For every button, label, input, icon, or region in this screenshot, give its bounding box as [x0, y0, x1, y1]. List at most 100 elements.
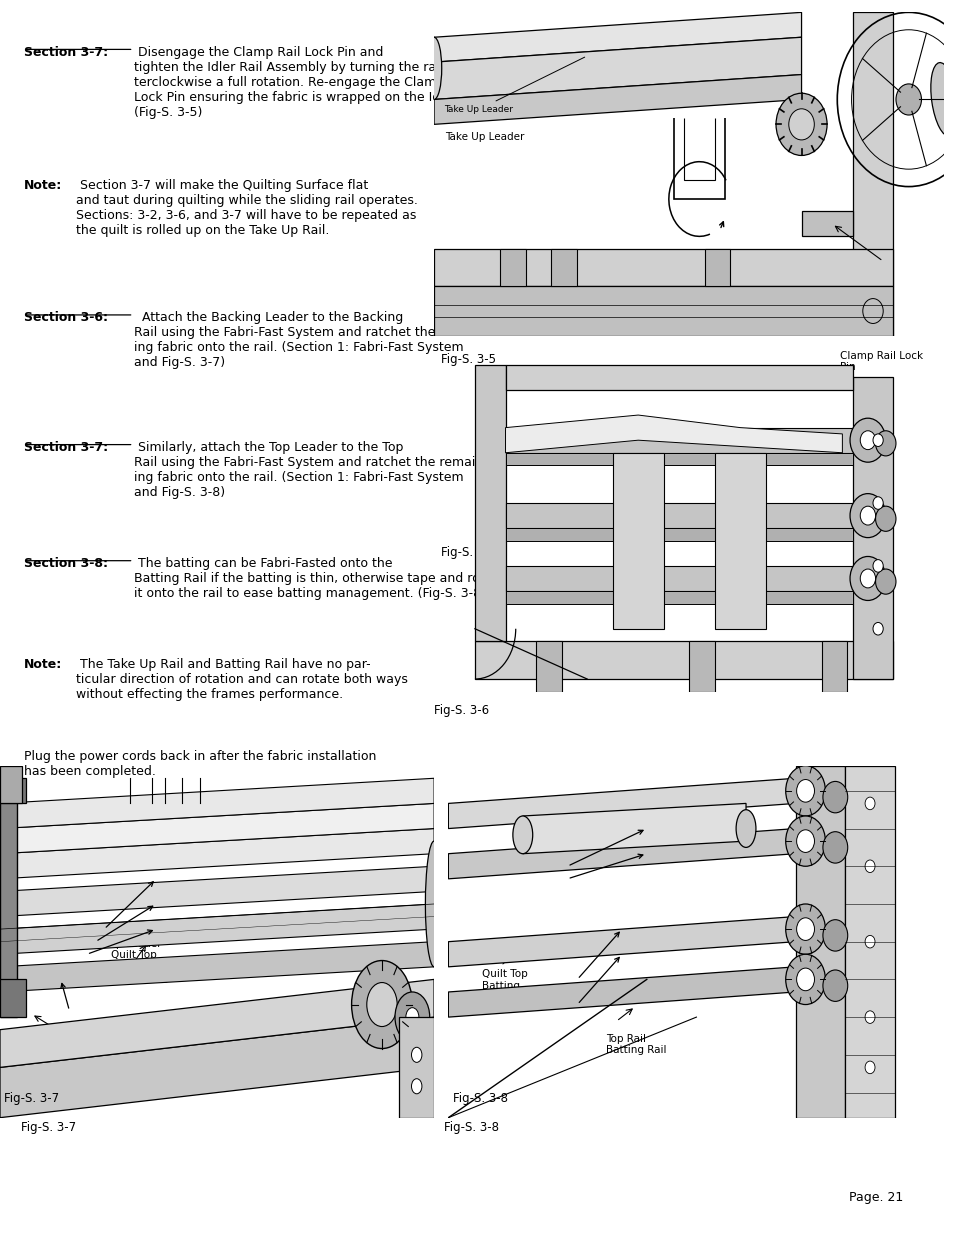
- Circle shape: [796, 830, 814, 852]
- Circle shape: [785, 816, 824, 866]
- Circle shape: [405, 1008, 418, 1026]
- Polygon shape: [448, 916, 795, 967]
- Circle shape: [864, 1010, 874, 1024]
- Circle shape: [864, 1061, 874, 1073]
- Polygon shape: [852, 12, 893, 336]
- Circle shape: [785, 766, 824, 816]
- Circle shape: [788, 109, 814, 140]
- Ellipse shape: [736, 810, 755, 847]
- Ellipse shape: [513, 816, 532, 853]
- Circle shape: [862, 299, 882, 324]
- Polygon shape: [448, 967, 795, 1018]
- Polygon shape: [714, 453, 765, 629]
- Polygon shape: [688, 641, 714, 692]
- Polygon shape: [612, 453, 663, 629]
- Circle shape: [796, 918, 814, 940]
- Polygon shape: [0, 778, 17, 1018]
- Polygon shape: [505, 503, 852, 529]
- Circle shape: [796, 779, 814, 803]
- Text: Fig-S. 3-5: Fig-S. 3-5: [440, 353, 496, 367]
- Circle shape: [872, 496, 882, 509]
- Polygon shape: [0, 778, 26, 804]
- Circle shape: [860, 569, 875, 588]
- Ellipse shape: [426, 37, 441, 100]
- Text: Disengage the Clamp Rail Lock Pin and
tighten the Idler Rail Assembly by turning: Disengage the Clamp Rail Lock Pin and ti…: [133, 46, 487, 119]
- Polygon shape: [505, 415, 841, 453]
- Circle shape: [775, 94, 826, 156]
- Circle shape: [864, 860, 874, 873]
- Circle shape: [860, 506, 875, 525]
- Text: Similarly, attach the Top Leader to the Top
Rail using the Fabri-Fast System and: Similarly, attach the Top Leader to the …: [133, 441, 487, 499]
- Circle shape: [849, 557, 884, 600]
- Polygon shape: [399, 1018, 434, 1118]
- Text: Fig-S. 3-7: Fig-S. 3-7: [5, 1092, 59, 1105]
- Polygon shape: [475, 641, 893, 679]
- Circle shape: [875, 431, 895, 456]
- Circle shape: [895, 84, 921, 115]
- Text: Page. 21: Page. 21: [848, 1191, 902, 1204]
- Circle shape: [366, 983, 396, 1026]
- Circle shape: [872, 559, 882, 572]
- Text: Top Leader
Quilt Top
Batting
Quilt Backing: Top Leader Quilt Top Batting Quilt Backi…: [98, 939, 169, 983]
- Polygon shape: [505, 427, 852, 453]
- Text: Note:: Note:: [24, 658, 62, 672]
- Text: Fig-S. 3-6: Fig-S. 3-6: [440, 546, 496, 559]
- Text: Clamp Rail Lock
Pin: Clamp Rail Lock Pin: [839, 351, 922, 372]
- Circle shape: [796, 968, 814, 990]
- Polygon shape: [448, 778, 795, 829]
- Text: Fig-S. 3-8: Fig-S. 3-8: [453, 1092, 508, 1105]
- Circle shape: [875, 569, 895, 594]
- Polygon shape: [434, 37, 801, 100]
- Polygon shape: [434, 287, 893, 336]
- Polygon shape: [852, 378, 893, 679]
- Polygon shape: [434, 12, 801, 62]
- Polygon shape: [475, 364, 505, 641]
- Polygon shape: [0, 1018, 434, 1118]
- Text: Section 3-6:: Section 3-6:: [24, 311, 108, 325]
- Circle shape: [849, 419, 884, 462]
- Text: Section 3-7:: Section 3-7:: [24, 441, 108, 454]
- Circle shape: [860, 431, 875, 450]
- Text: Take Up Leader: Take Up Leader: [445, 132, 524, 142]
- Polygon shape: [505, 529, 852, 541]
- Polygon shape: [448, 829, 795, 879]
- Polygon shape: [522, 804, 745, 853]
- Text: Section 3-7:: Section 3-7:: [24, 46, 108, 59]
- Text: Section 3-7 will make the Quilting Surface flat
and taut during quilting while t: Section 3-7 will make the Quilting Surfa…: [76, 179, 417, 237]
- Text: Attach the Backing Leader to the Backing
Rail using the Fabri-Fast System and ra: Attach the Backing Leader to the Backing…: [133, 311, 487, 369]
- Bar: [704, 248, 729, 287]
- Text: Backing Rail: Backing Rail: [21, 1030, 85, 1040]
- Circle shape: [822, 969, 847, 1002]
- Polygon shape: [505, 566, 852, 592]
- Circle shape: [872, 433, 882, 447]
- Text: Quilt Top
Batting: Quilt Top Batting: [481, 969, 527, 990]
- Ellipse shape: [425, 841, 442, 967]
- Circle shape: [822, 831, 847, 863]
- Text: Fig-S. 3-8: Fig-S. 3-8: [443, 1121, 498, 1135]
- Circle shape: [872, 622, 882, 635]
- Polygon shape: [0, 979, 434, 1067]
- Circle shape: [785, 904, 824, 955]
- Polygon shape: [801, 211, 852, 236]
- Text: Fig-S. 3-6: Fig-S. 3-6: [434, 704, 489, 718]
- Circle shape: [875, 506, 895, 531]
- Polygon shape: [434, 74, 801, 125]
- Polygon shape: [0, 829, 434, 879]
- Polygon shape: [0, 904, 434, 955]
- Text: The Take Up Rail and Batting Rail have no par-
ticular direction of rotation and: The Take Up Rail and Batting Rail have n…: [76, 658, 408, 701]
- Polygon shape: [434, 248, 893, 287]
- Polygon shape: [505, 364, 852, 390]
- Circle shape: [822, 920, 847, 951]
- Circle shape: [411, 1078, 421, 1094]
- Circle shape: [5, 778, 22, 804]
- Polygon shape: [795, 766, 844, 1118]
- Polygon shape: [536, 641, 561, 692]
- Text: Fig-S. 3-7: Fig-S. 3-7: [21, 1121, 76, 1135]
- Polygon shape: [821, 641, 846, 692]
- Polygon shape: [0, 804, 434, 853]
- Polygon shape: [844, 766, 894, 1118]
- Circle shape: [864, 935, 874, 948]
- Polygon shape: [505, 453, 852, 466]
- Polygon shape: [0, 766, 22, 804]
- Polygon shape: [0, 941, 434, 992]
